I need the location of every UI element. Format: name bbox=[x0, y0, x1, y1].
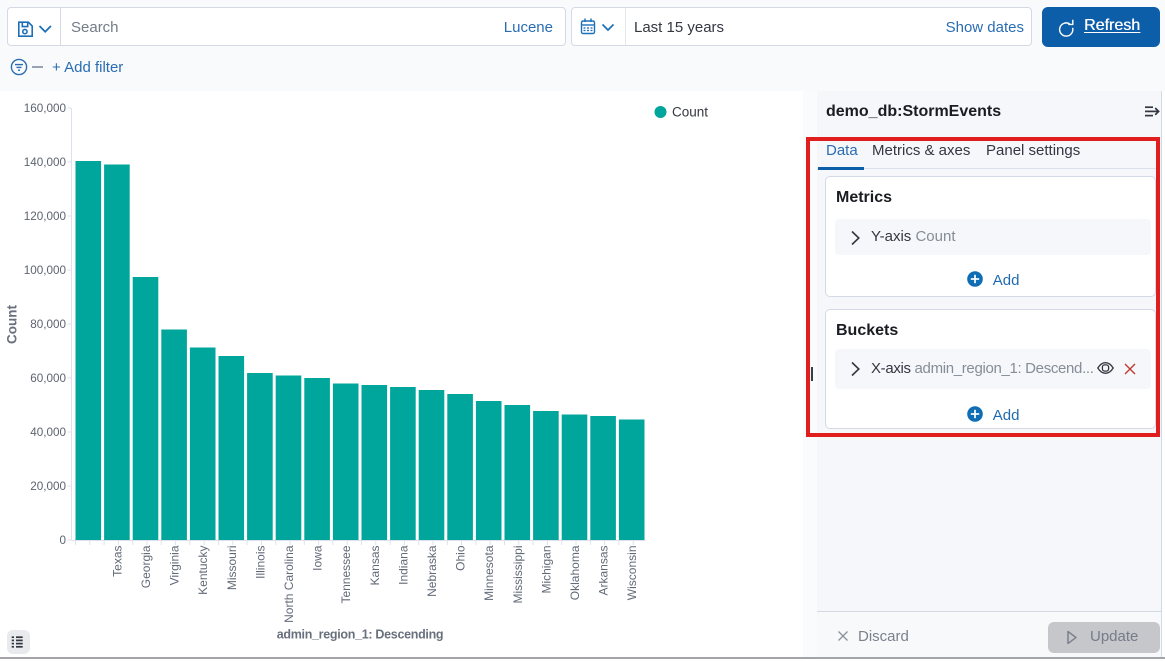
svg-text:Kansas: Kansas bbox=[368, 546, 382, 586]
svg-text:Georgia: Georgia bbox=[139, 545, 153, 588]
svg-text:140,000: 140,000 bbox=[24, 156, 67, 169]
svg-text:80,000: 80,000 bbox=[30, 318, 66, 331]
svg-text:Tennessee: Tennessee bbox=[339, 545, 353, 603]
svg-text:Oklahoma: Oklahoma bbox=[568, 545, 582, 600]
svg-text:admin_region_1: Descending: admin_region_1: Descending bbox=[277, 628, 444, 642]
svg-text:Count: Count bbox=[672, 105, 708, 120]
svg-text:Iowa: Iowa bbox=[311, 545, 325, 571]
svg-text:North Carolina: North Carolina bbox=[282, 545, 296, 623]
svg-text:Nebraska: Nebraska bbox=[425, 545, 439, 597]
svg-text:60,000: 60,000 bbox=[30, 372, 66, 385]
svg-text:Illinois: Illinois bbox=[253, 546, 267, 579]
svg-text:Mississippi: Mississippi bbox=[511, 546, 525, 604]
svg-text:Indiana: Indiana bbox=[396, 545, 410, 585]
svg-text:120,000: 120,000 bbox=[24, 210, 67, 223]
svg-text:Missouri: Missouri bbox=[225, 546, 239, 591]
svg-text:Arkansas: Arkansas bbox=[597, 546, 611, 596]
svg-text:Count: Count bbox=[5, 305, 20, 344]
svg-text:Michigan: Michigan bbox=[539, 546, 553, 594]
svg-text:100,000: 100,000 bbox=[24, 264, 67, 277]
svg-text:Virginia: Virginia bbox=[168, 545, 182, 585]
svg-text:20,000: 20,000 bbox=[30, 480, 66, 493]
svg-text:0: 0 bbox=[59, 534, 66, 547]
svg-text:Kentucky: Kentucky bbox=[196, 546, 210, 595]
svg-text:Wisconsin: Wisconsin bbox=[625, 546, 639, 601]
svg-text:Ohio: Ohio bbox=[454, 545, 468, 571]
svg-text:160,000: 160,000 bbox=[24, 102, 67, 115]
svg-text:40,000: 40,000 bbox=[30, 426, 66, 439]
svg-text:Minnesota: Minnesota bbox=[482, 545, 496, 601]
svg-text:Texas: Texas bbox=[110, 546, 124, 577]
